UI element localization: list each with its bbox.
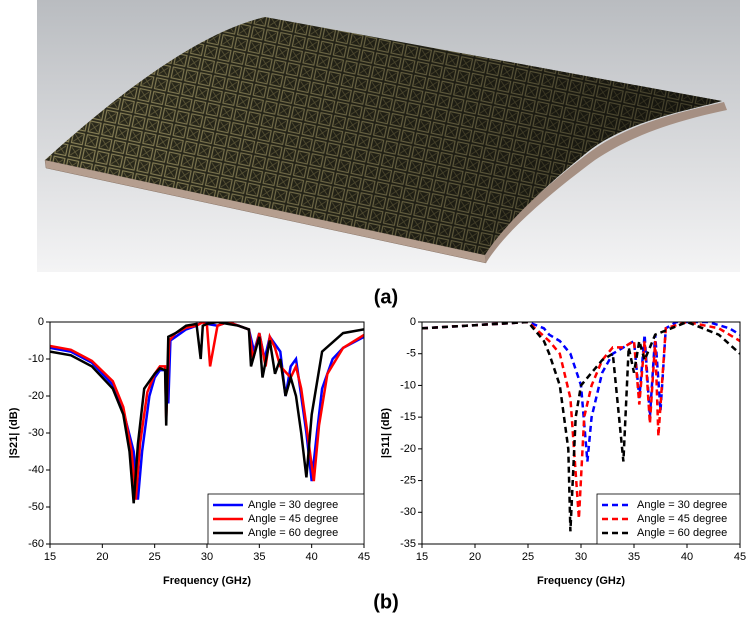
legend-label: Angle = 45 degree bbox=[637, 513, 727, 525]
legend-label: Angle = 30 degree bbox=[637, 499, 727, 511]
plot-frame bbox=[421, 321, 741, 545]
y-tick-label: -25 bbox=[400, 474, 416, 486]
y-tick-label: -15 bbox=[400, 411, 416, 423]
x-tick-label: 40 bbox=[306, 551, 318, 563]
series-line bbox=[50, 322, 364, 500]
legend-label: Angle = 60 degree bbox=[248, 527, 338, 539]
y-tick-label: -20 bbox=[400, 443, 416, 455]
x-tick-label: 25 bbox=[522, 551, 534, 563]
y-tick-label: -40 bbox=[28, 464, 44, 476]
series-line bbox=[422, 322, 740, 532]
y-tick-label: -5 bbox=[406, 348, 416, 360]
y-tick-label: -50 bbox=[28, 501, 44, 513]
x-tick-label: 20 bbox=[96, 551, 108, 563]
legend-label: Angle = 45 degree bbox=[248, 513, 338, 525]
legend-box bbox=[596, 493, 741, 545]
x-tick-label: 15 bbox=[44, 551, 56, 563]
render-image bbox=[37, 0, 740, 272]
y-axis-label: |S11| (dB) bbox=[380, 408, 392, 459]
y-tick-label: 0 bbox=[410, 316, 416, 328]
y-tick-label: -10 bbox=[28, 353, 44, 365]
y-tick-label: -30 bbox=[28, 427, 44, 439]
y-tick-label: -60 bbox=[28, 538, 44, 550]
panel-label: (a) bbox=[374, 286, 398, 308]
y-tick-label: -30 bbox=[400, 506, 416, 518]
series-line bbox=[50, 322, 364, 504]
x-tick-label: 25 bbox=[149, 551, 161, 563]
x-axis-label: Frequency (GHz) bbox=[163, 575, 251, 587]
y-tick-label: 0 bbox=[38, 316, 44, 328]
plot-frame bbox=[49, 321, 365, 545]
y-axis-label: |S21| (dB) bbox=[8, 407, 20, 458]
legend-label: Angle = 60 degree bbox=[637, 527, 727, 539]
x-tick-label: 35 bbox=[253, 551, 265, 563]
x-axis-label: Frequency (GHz) bbox=[537, 575, 625, 587]
y-tick-label: -10 bbox=[400, 379, 416, 391]
x-tick-label: 30 bbox=[575, 551, 587, 563]
series-line bbox=[422, 322, 740, 519]
x-tick-label: 35 bbox=[628, 551, 640, 563]
legend-label: Angle = 30 degree bbox=[248, 499, 338, 511]
x-tick-label: 45 bbox=[734, 551, 746, 563]
x-tick-label: 40 bbox=[681, 551, 693, 563]
series-line bbox=[50, 322, 364, 500]
series-line bbox=[422, 322, 740, 462]
panel-label: (b) bbox=[373, 591, 399, 613]
x-tick-label: 15 bbox=[416, 551, 428, 563]
x-tick-label: 30 bbox=[201, 551, 213, 563]
x-tick-label: 45 bbox=[358, 551, 370, 563]
y-tick-label: -20 bbox=[28, 390, 44, 402]
x-tick-label: 20 bbox=[469, 551, 481, 563]
y-tick-label: -35 bbox=[400, 538, 416, 550]
